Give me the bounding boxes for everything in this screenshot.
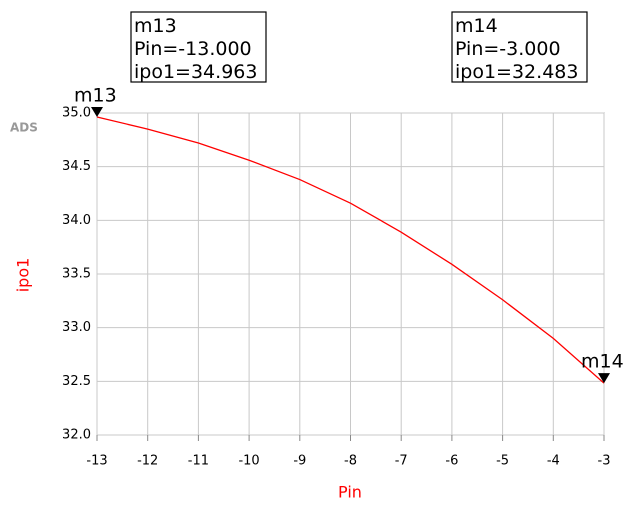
y-tick-label: 33.0 (62, 320, 91, 335)
marker-box (451, 11, 588, 83)
y-tick-label: 32.0 (62, 428, 91, 443)
marker-text: ipo1=32.483 (455, 61, 578, 83)
marker-text: Pin=-13.000 (134, 38, 252, 60)
x-tick-label: -11 (188, 454, 209, 469)
x-tick-label: -13 (86, 454, 107, 469)
y-tick-label: 33.5 (62, 267, 91, 282)
x-tick-label: -8 (344, 454, 357, 469)
marker-name: m14 (581, 351, 624, 373)
marker-text: m13 (134, 15, 177, 37)
x-tick-label: -4 (547, 454, 560, 469)
x-axis-label: Pin (338, 483, 362, 502)
marker-name: m13 (74, 84, 117, 106)
y-tick-label: 35.0 (62, 106, 91, 121)
x-tick-label: -9 (293, 454, 306, 469)
line-series (96, 116, 605, 384)
watermark: ADS (10, 121, 38, 135)
marker-text: Pin=-3.000 (455, 38, 561, 60)
y-axis-label: ipo1 (14, 258, 33, 293)
x-tick-label: -3 (598, 454, 611, 469)
x-tick-label: -6 (445, 454, 458, 469)
marker (91, 106, 103, 117)
x-tick-label: -10 (238, 454, 259, 469)
marker-box (130, 11, 267, 83)
x-tick-label: -12 (137, 454, 158, 469)
y-tick-label: 32.5 (62, 374, 91, 389)
marker (598, 373, 610, 384)
marker-text: m14 (455, 15, 498, 37)
x-tick-label: -7 (395, 454, 408, 469)
marker-text: ipo1=34.963 (134, 61, 257, 83)
x-tick-label: -5 (496, 454, 509, 469)
y-tick-label: 34.5 (62, 159, 91, 174)
y-tick-label: 34.0 (62, 213, 91, 228)
